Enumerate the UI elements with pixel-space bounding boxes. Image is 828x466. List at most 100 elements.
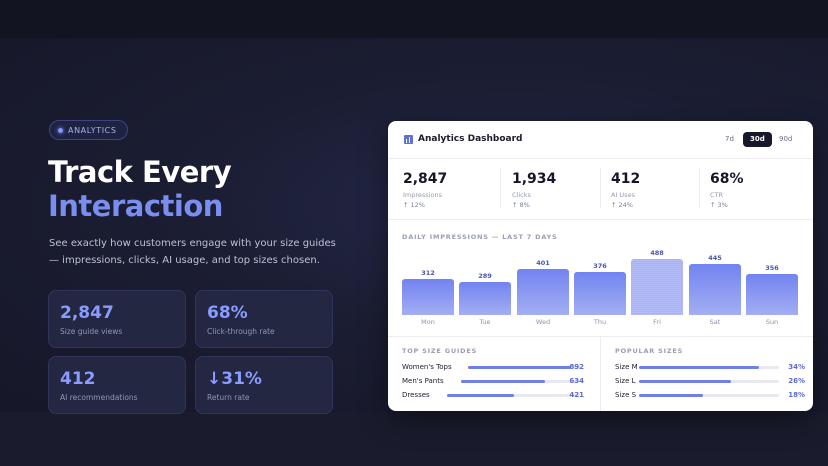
bar-category-label: Sat: [709, 318, 721, 326]
stat-card-ctr: 68% Click-through rate: [195, 290, 333, 348]
bar-value-label: 401: [536, 259, 550, 267]
chart-bar: [746, 274, 798, 315]
list-item-bar: [639, 394, 704, 397]
list-item-track: [639, 366, 779, 369]
kpi-divider: [500, 168, 501, 208]
range-30d-button[interactable]: 30d: [743, 132, 772, 147]
list-item: Women's Tops 892: [402, 363, 592, 373]
stat-card-returns: ↓31% Return rate: [195, 356, 333, 414]
chart-bar: [631, 259, 683, 315]
kpi-delta: ↑ 8%: [512, 201, 530, 209]
bar-value-label: 445: [708, 254, 722, 262]
kpi-divider: [600, 168, 601, 208]
kpi-label: CTR: [710, 191, 724, 199]
bar-category-label: Wed: [535, 318, 551, 326]
stat-value: ↓31%: [207, 369, 262, 389]
kpi-value: 1,934: [512, 171, 557, 187]
stat-card-ai: 412 AI recommendations: [48, 356, 186, 414]
chart-title: DAILY IMPRESSIONS — LAST 7 DAYS: [402, 233, 558, 241]
list-item-bar: [461, 380, 546, 383]
hero-description: See exactly how customers engage with yo…: [49, 238, 336, 266]
stat-label: Return rate: [207, 393, 250, 402]
column-divider: [600, 336, 601, 411]
bar-value-label: 289: [478, 272, 492, 280]
bar-category-label: Tue: [479, 318, 491, 326]
list-item-track: [639, 394, 779, 397]
chart-bar: [402, 279, 454, 315]
list-item-value: 421: [569, 391, 584, 399]
list-item-name: Size S: [615, 391, 637, 399]
kpi-value: 2,847: [403, 171, 448, 187]
section-divider: [388, 219, 813, 220]
list-item-bar: [639, 380, 732, 383]
list-item-bar: [468, 366, 572, 369]
list-item-name: Women's Tops: [402, 363, 452, 371]
list-item-track: [468, 366, 580, 369]
kpi-ai-uses: 412 AI Uses ↑ 24%: [611, 171, 701, 211]
chart-bar: [459, 282, 511, 315]
kpi-divider: [699, 168, 700, 208]
stat-value: 412: [60, 369, 96, 389]
stat-label: Click-through rate: [207, 327, 275, 336]
list-item-track: [639, 380, 779, 383]
bar-value-label: 312: [421, 269, 435, 277]
stat-label: AI recommendations: [60, 393, 138, 402]
list-item-value: 634: [569, 377, 584, 385]
badge-dot-icon: [58, 127, 63, 133]
kpi-delta: ↑ 24%: [611, 201, 633, 209]
kpi-value: 412: [611, 171, 641, 187]
popular-sizes-title: POPULAR SIZES: [615, 347, 684, 355]
list-item: Size S 18%: [615, 391, 805, 401]
stat-value: 2,847: [60, 303, 114, 323]
list-item-name: Dresses: [402, 391, 430, 399]
stat-value: 68%: [207, 303, 248, 323]
list-item: Size L 26%: [615, 377, 805, 387]
list-item-name: Size L: [615, 377, 636, 385]
range-90d-button[interactable]: 90d: [779, 135, 793, 143]
analytics-dashboard: Analytics Dashboard 7d 30d 90d 2,847 Imp…: [388, 121, 813, 411]
bar-category-label: Mon: [421, 318, 435, 326]
kpi-label: Clicks: [512, 191, 531, 199]
list-item-value: 34%: [788, 363, 805, 371]
kpi-clicks: 1,934 Clicks ↑ 8%: [512, 171, 602, 211]
bar-category-label: Fri: [653, 318, 661, 326]
bottom-band: [0, 412, 828, 466]
badge-label: ANALYTICS: [68, 125, 117, 135]
list-item: Size M 34%: [615, 363, 805, 373]
list-item-name: Men's Pants: [402, 377, 444, 385]
chart-bar: [574, 272, 626, 315]
bar-category-label: Thu: [593, 318, 607, 326]
list-item: Men's Pants 634: [402, 377, 592, 387]
list-item-name: Size M: [615, 363, 638, 371]
bar-value-label: 488: [650, 249, 664, 257]
stat-label: Size guide views: [60, 327, 123, 336]
top-band: [0, 0, 828, 38]
bar-value-label: 376: [593, 262, 607, 270]
analytics-badge: ANALYTICS: [49, 120, 128, 140]
chart-bar: [689, 264, 741, 315]
bar-chart-icon: [404, 135, 413, 144]
kpi-value: 68%: [710, 171, 744, 187]
hero-title-line1: Track Every: [48, 155, 232, 189]
kpi-label: Impressions: [403, 191, 442, 199]
kpi-delta: ↑ 12%: [403, 201, 425, 209]
chart-bar: [517, 269, 569, 315]
kpi-delta: ↑ 3%: [710, 201, 728, 209]
list-item-bar: [639, 366, 760, 369]
dashboard-title: Analytics Dashboard: [418, 134, 523, 144]
kpi-label: AI Uses: [611, 191, 635, 199]
list-item: Dresses 421: [402, 391, 592, 401]
stat-card-views: 2,847 Size guide views: [48, 290, 186, 348]
kpi-ctr: 68% CTR ↑ 3%: [710, 171, 800, 211]
list-item-track: [447, 394, 580, 397]
list-item-value: 26%: [788, 377, 805, 385]
list-item-bar: [447, 394, 514, 397]
bar-category-label: Sun: [765, 318, 779, 326]
list-item-value: 892: [569, 363, 584, 371]
list-item-value: 18%: [788, 391, 805, 399]
list-item-track: [461, 380, 580, 383]
range-7d-button[interactable]: 7d: [725, 135, 734, 143]
bar-value-label: 356: [765, 264, 779, 272]
kpi-impressions: 2,847 Impressions ↑ 12%: [403, 171, 493, 211]
hero-title-line2: Interaction: [48, 189, 223, 223]
